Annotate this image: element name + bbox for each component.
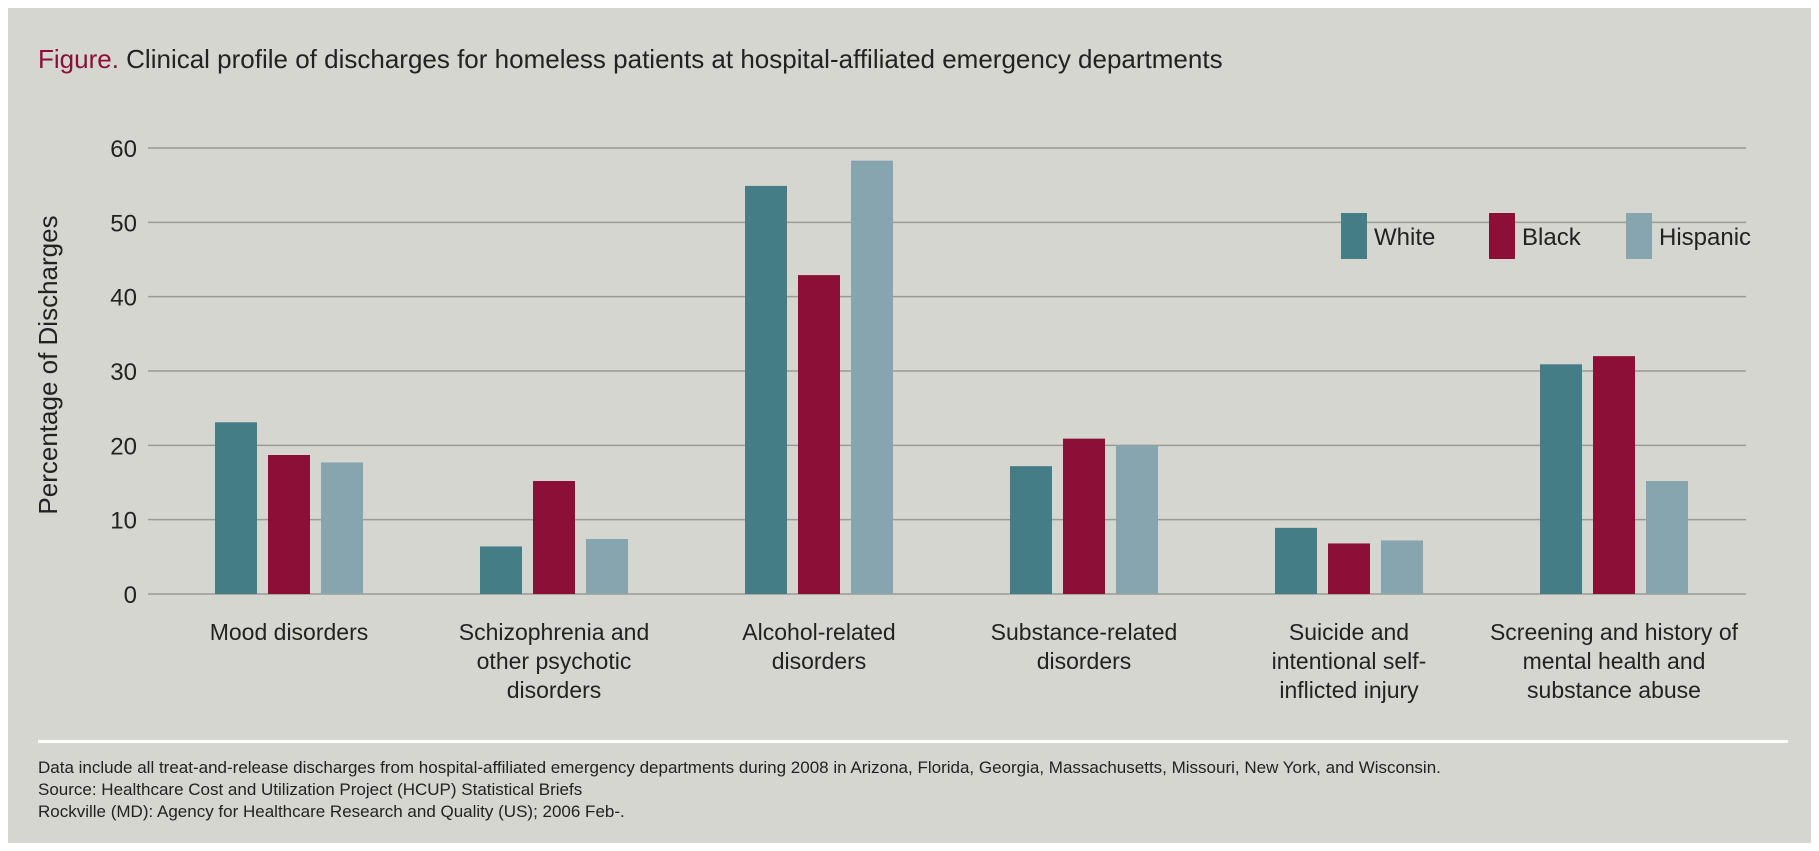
bar-hispanic bbox=[1116, 445, 1158, 594]
legend-swatch-white bbox=[1341, 213, 1367, 259]
legend-label-black: Black bbox=[1522, 224, 1582, 251]
y-tick-label: 40 bbox=[110, 285, 137, 312]
y-tick-label: 20 bbox=[110, 433, 137, 460]
bar-hispanic bbox=[1646, 481, 1688, 594]
bar-black bbox=[533, 481, 575, 594]
figure-label: Figure. bbox=[38, 44, 119, 74]
category-label: substance abuse bbox=[1527, 677, 1701, 703]
bar-black bbox=[268, 454, 310, 594]
bar-white bbox=[1010, 466, 1052, 594]
category-label: other psychotic bbox=[477, 648, 632, 674]
figure-title: Figure. Clinical profile of discharges f… bbox=[38, 44, 1223, 75]
category-label: Substance-related bbox=[991, 619, 1178, 645]
legend-label-hispanic: Hispanic bbox=[1659, 224, 1751, 251]
bar-hispanic bbox=[321, 462, 363, 594]
category-label: Mood disorders bbox=[210, 619, 369, 645]
category-label: intentional self- bbox=[1272, 648, 1427, 674]
bar-white bbox=[745, 185, 787, 594]
bar-white bbox=[1540, 364, 1582, 594]
bar-black bbox=[1063, 438, 1105, 594]
category-label: Suicide and bbox=[1289, 619, 1409, 645]
bar-white bbox=[215, 422, 257, 594]
category-label: disorders bbox=[772, 648, 867, 674]
y-tick-label: 10 bbox=[110, 508, 137, 535]
bar-hispanic bbox=[851, 160, 893, 595]
footnote-data: Data include all treat-and-release disch… bbox=[38, 758, 1441, 777]
bar-white bbox=[480, 546, 522, 594]
y-tick-label: 0 bbox=[124, 582, 137, 609]
category-label: disorders bbox=[1037, 648, 1132, 674]
legend-swatch-black bbox=[1489, 213, 1515, 259]
category-label: Alcohol-related bbox=[742, 619, 895, 645]
category-label: Screening and history of bbox=[1490, 619, 1739, 645]
bar-black bbox=[1328, 543, 1370, 594]
figure-title-text: Clinical profile of discharges for homel… bbox=[126, 44, 1223, 74]
y-axis-label: Percentage of Discharges bbox=[33, 215, 63, 514]
category-label: Schizophrenia and bbox=[459, 619, 650, 645]
footnote-source: Source: Healthcare Cost and Utilization … bbox=[38, 780, 583, 799]
legend-label-white: White bbox=[1374, 224, 1435, 251]
category-label: inflicted injury bbox=[1279, 677, 1419, 703]
bar-hispanic bbox=[1381, 540, 1423, 594]
separator-line bbox=[38, 740, 1788, 743]
y-tick-label: 30 bbox=[110, 359, 137, 386]
category-label: mental health and bbox=[1523, 648, 1706, 674]
bar-black bbox=[798, 275, 840, 594]
legend-swatch-hispanic bbox=[1626, 213, 1652, 259]
bar-white bbox=[1275, 527, 1317, 594]
figure-panel bbox=[8, 8, 1811, 843]
y-tick-label: 60 bbox=[110, 136, 137, 163]
y-tick-label: 50 bbox=[110, 210, 137, 237]
category-label: disorders bbox=[507, 677, 602, 703]
footnote-publisher: Rockville (MD): Agency for Healthcare Re… bbox=[38, 802, 625, 821]
bar-hispanic bbox=[586, 538, 628, 594]
bar-black bbox=[1593, 356, 1635, 594]
